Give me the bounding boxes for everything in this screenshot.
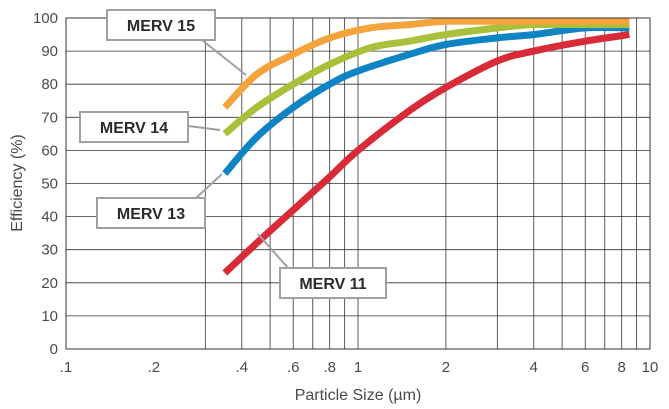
- tick-labels: 0 10 20 30 40 50 60 70 80 90 100 .1 .2 .4 .6 .8 1 2 4 6 8 10: [33, 10, 658, 376]
- y-tick-label: 40: [41, 209, 58, 226]
- x-tick-label: .2: [148, 359, 161, 376]
- x-tick-label: .6: [287, 359, 300, 376]
- callout-box: [106, 9, 216, 41]
- plot-frame: [65, 17, 651, 350]
- x-tick-label: 2: [442, 359, 450, 376]
- series-label: MERV 14: [100, 120, 168, 137]
- series-line-merv-11: [222, 31, 630, 276]
- x-tick-label: 6: [581, 359, 589, 376]
- series-lines: [222, 17, 630, 276]
- y-axis-label: Efficiency (%): [9, 134, 26, 232]
- y-tick-label: 20: [41, 275, 58, 292]
- x-tick-label: 8: [618, 359, 626, 376]
- y-tick-label: 70: [41, 109, 58, 126]
- series-label: MERV 15: [127, 18, 195, 35]
- series-label: MERV 13: [117, 206, 185, 223]
- y-tick-label: 80: [41, 76, 58, 93]
- x-tick-label: 1: [354, 359, 362, 376]
- callout-box: [79, 111, 189, 143]
- callout-leader: [187, 125, 221, 131]
- y-tick-label: 0: [50, 341, 58, 358]
- series-label: MERV 11: [299, 276, 366, 293]
- callout-box: [279, 267, 387, 299]
- callout-merv-15: MERV 15: [106, 9, 247, 76]
- y-tick-label: 50: [41, 176, 58, 193]
- callout-leader: [201, 39, 247, 76]
- callout-merv-14: MERV 14: [79, 111, 221, 143]
- y-tick-label: 60: [41, 142, 58, 159]
- x-tick-label: 4: [530, 359, 538, 376]
- callout-merv-13: MERV 13: [96, 173, 223, 229]
- series-line-merv-13: [222, 23, 630, 176]
- callout-leader: [257, 233, 289, 269]
- x-tick-label: .1: [60, 359, 73, 376]
- series-line-merv-15: [222, 17, 630, 110]
- callout-box: [96, 197, 206, 229]
- x-tick-label: .8: [323, 359, 336, 376]
- callout-leader: [195, 173, 223, 199]
- x-tick-label: .4: [236, 359, 249, 376]
- x-tick-label: 10: [642, 359, 659, 376]
- y-tick-label: 10: [41, 308, 58, 325]
- y-tick-label: 90: [41, 43, 58, 60]
- callout-merv-11: MERV 11: [257, 233, 387, 299]
- series-callouts: MERV 15 MERV 14 MERV 13 MERV 11: [79, 9, 387, 299]
- x-axis-label: Particle Size (µm): [295, 387, 422, 404]
- y-tick-label: 100: [33, 10, 58, 27]
- y-tick-label: 30: [41, 242, 58, 259]
